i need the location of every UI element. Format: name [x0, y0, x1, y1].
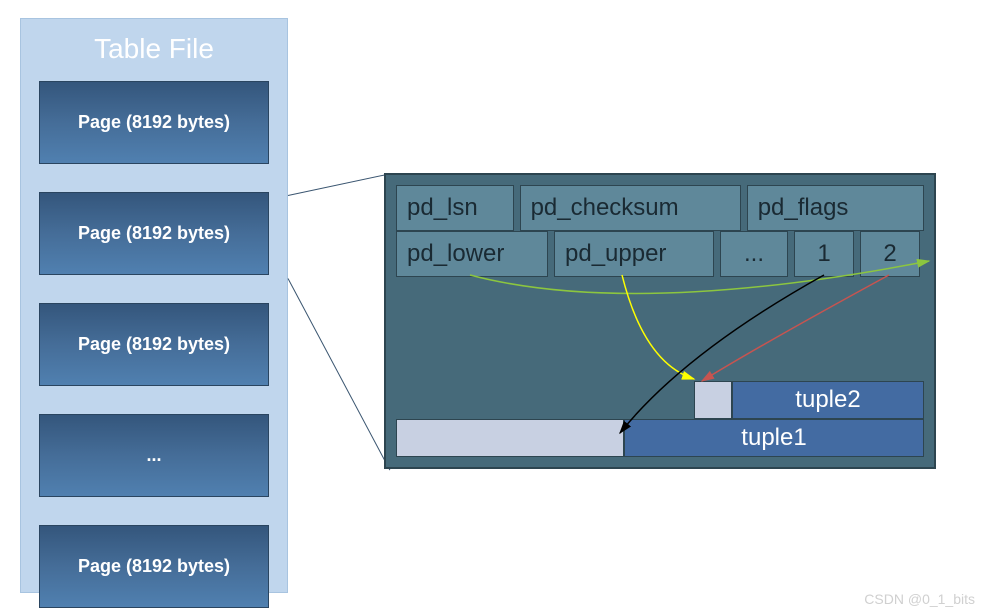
connector-top: [288, 174, 386, 196]
pd-lower-cell: pd_lower: [396, 231, 548, 277]
slot-1-cell: 1: [794, 231, 854, 277]
page-box: Page (8192 bytes): [39, 192, 269, 275]
pd-lsn-cell: pd_lsn: [396, 185, 514, 231]
page-box: Page (8192 bytes): [39, 303, 269, 386]
tuple2-free: [694, 381, 732, 419]
pd-upper-cell: pd_upper: [554, 231, 714, 277]
tuple2-row: tuple2: [694, 381, 924, 419]
table-file-container: Table File Page (8192 bytes) Page (8192 …: [20, 18, 288, 593]
connector-bottom: [288, 278, 391, 470]
tuple2-block: tuple2: [732, 381, 924, 419]
tuple1-block: tuple1: [624, 419, 924, 457]
ellipsis-cell: ...: [720, 231, 788, 277]
page-box: Page (8192 bytes): [39, 81, 269, 164]
pd-flags-cell: pd_flags: [747, 185, 924, 231]
table-file-title: Table File: [21, 19, 287, 81]
slot-2-cell: 2: [860, 231, 920, 277]
header-row2: pd_lower pd_upper ... 1 2: [396, 231, 924, 277]
page-detail: pd_lsn pd_checksum pd_flags pd_lower pd_…: [384, 173, 936, 469]
page-box: Page (8192 bytes): [39, 525, 269, 608]
header-row1: pd_lsn pd_checksum pd_flags: [396, 185, 924, 231]
page-box: ...: [39, 414, 269, 497]
pd-checksum-cell: pd_checksum: [520, 185, 741, 231]
watermark: CSDN @0_1_bits: [864, 591, 975, 607]
tuple1-row: tuple1: [396, 419, 924, 457]
tuple1-free: [396, 419, 624, 457]
pages-container: Page (8192 bytes) Page (8192 bytes) Page…: [21, 81, 287, 608]
